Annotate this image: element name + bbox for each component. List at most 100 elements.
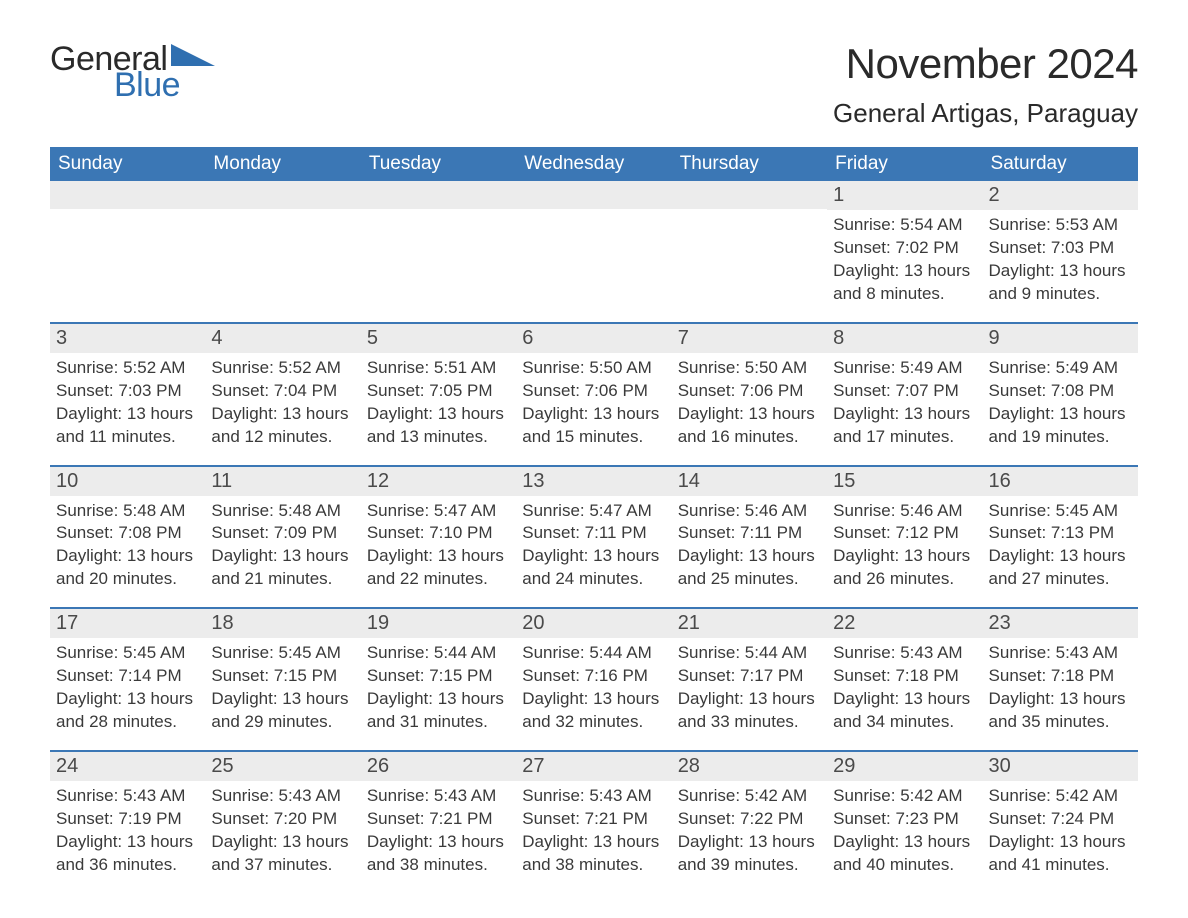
daylight-text: Daylight: 13 hours and 13 minutes.	[367, 403, 510, 449]
calendar-day	[50, 181, 205, 322]
sunset-text: Sunset: 7:11 PM	[522, 522, 665, 545]
sunset-text: Sunset: 7:10 PM	[367, 522, 510, 545]
day-number: 26	[361, 752, 516, 781]
day-number: 11	[205, 467, 360, 496]
day-number	[672, 181, 827, 209]
daylight-text: Daylight: 13 hours and 40 minutes.	[833, 831, 976, 877]
day-details: Sunrise: 5:50 AMSunset: 7:06 PMDaylight:…	[672, 353, 827, 465]
calendar-day	[361, 181, 516, 322]
sunrise-text: Sunrise: 5:42 AM	[833, 785, 976, 808]
day-details: Sunrise: 5:43 AMSunset: 7:18 PMDaylight:…	[983, 638, 1138, 750]
location-subtitle: General Artigas, Paraguay	[833, 98, 1138, 129]
day-number	[516, 181, 671, 209]
sunrise-text: Sunrise: 5:45 AM	[211, 642, 354, 665]
daylight-text: Daylight: 13 hours and 15 minutes.	[522, 403, 665, 449]
dow-cell: Monday	[205, 147, 360, 181]
sunrise-text: Sunrise: 5:42 AM	[678, 785, 821, 808]
calendar-day: 24Sunrise: 5:43 AMSunset: 7:19 PMDayligh…	[50, 752, 205, 893]
daylight-text: Daylight: 13 hours and 24 minutes.	[522, 545, 665, 591]
day-number: 12	[361, 467, 516, 496]
day-details: Sunrise: 5:42 AMSunset: 7:23 PMDaylight:…	[827, 781, 982, 893]
month-title: November 2024	[833, 40, 1138, 88]
day-details: Sunrise: 5:52 AMSunset: 7:03 PMDaylight:…	[50, 353, 205, 465]
dow-cell: Wednesday	[516, 147, 671, 181]
sunrise-text: Sunrise: 5:51 AM	[367, 357, 510, 380]
sunrise-text: Sunrise: 5:48 AM	[211, 500, 354, 523]
day-number	[361, 181, 516, 209]
sunset-text: Sunset: 7:05 PM	[367, 380, 510, 403]
day-details: Sunrise: 5:45 AMSunset: 7:14 PMDaylight:…	[50, 638, 205, 750]
day-number: 16	[983, 467, 1138, 496]
sunset-text: Sunset: 7:03 PM	[56, 380, 199, 403]
sunrise-text: Sunrise: 5:45 AM	[56, 642, 199, 665]
day-details: Sunrise: 5:47 AMSunset: 7:10 PMDaylight:…	[361, 496, 516, 608]
calendar-day: 1Sunrise: 5:54 AMSunset: 7:02 PMDaylight…	[827, 181, 982, 322]
daylight-text: Daylight: 13 hours and 16 minutes.	[678, 403, 821, 449]
day-number: 9	[983, 324, 1138, 353]
daylight-text: Daylight: 13 hours and 34 minutes.	[833, 688, 976, 734]
day-number	[205, 181, 360, 209]
sunrise-text: Sunrise: 5:52 AM	[211, 357, 354, 380]
calendar-day: 11Sunrise: 5:48 AMSunset: 7:09 PMDayligh…	[205, 467, 360, 608]
sunset-text: Sunset: 7:02 PM	[833, 237, 976, 260]
dow-cell: Saturday	[983, 147, 1138, 181]
daylight-text: Daylight: 13 hours and 12 minutes.	[211, 403, 354, 449]
calendar-day: 3Sunrise: 5:52 AMSunset: 7:03 PMDaylight…	[50, 324, 205, 465]
calendar-day: 6Sunrise: 5:50 AMSunset: 7:06 PMDaylight…	[516, 324, 671, 465]
sunset-text: Sunset: 7:18 PM	[833, 665, 976, 688]
calendar-day: 9Sunrise: 5:49 AMSunset: 7:08 PMDaylight…	[983, 324, 1138, 465]
day-details: Sunrise: 5:45 AMSunset: 7:13 PMDaylight:…	[983, 496, 1138, 608]
calendar-day: 10Sunrise: 5:48 AMSunset: 7:08 PMDayligh…	[50, 467, 205, 608]
calendar-week: 1Sunrise: 5:54 AMSunset: 7:02 PMDaylight…	[50, 181, 1138, 322]
day-number: 29	[827, 752, 982, 781]
day-number: 8	[827, 324, 982, 353]
sunrise-text: Sunrise: 5:52 AM	[56, 357, 199, 380]
daylight-text: Daylight: 13 hours and 38 minutes.	[367, 831, 510, 877]
calendar-day: 22Sunrise: 5:43 AMSunset: 7:18 PMDayligh…	[827, 609, 982, 750]
day-number: 2	[983, 181, 1138, 210]
sunrise-text: Sunrise: 5:46 AM	[833, 500, 976, 523]
sunset-text: Sunset: 7:22 PM	[678, 808, 821, 831]
day-details: Sunrise: 5:43 AMSunset: 7:20 PMDaylight:…	[205, 781, 360, 893]
calendar-day	[205, 181, 360, 322]
sunset-text: Sunset: 7:09 PM	[211, 522, 354, 545]
calendar-week: 17Sunrise: 5:45 AMSunset: 7:14 PMDayligh…	[50, 607, 1138, 750]
sunrise-text: Sunrise: 5:49 AM	[833, 357, 976, 380]
daylight-text: Daylight: 13 hours and 29 minutes.	[211, 688, 354, 734]
sunset-text: Sunset: 7:12 PM	[833, 522, 976, 545]
sunset-text: Sunset: 7:13 PM	[989, 522, 1132, 545]
calendar-day: 21Sunrise: 5:44 AMSunset: 7:17 PMDayligh…	[672, 609, 827, 750]
calendar-day: 23Sunrise: 5:43 AMSunset: 7:18 PMDayligh…	[983, 609, 1138, 750]
day-details: Sunrise: 5:42 AMSunset: 7:24 PMDaylight:…	[983, 781, 1138, 893]
sunset-text: Sunset: 7:08 PM	[56, 522, 199, 545]
sunrise-text: Sunrise: 5:47 AM	[367, 500, 510, 523]
day-number: 5	[361, 324, 516, 353]
sunset-text: Sunset: 7:06 PM	[522, 380, 665, 403]
daylight-text: Daylight: 13 hours and 27 minutes.	[989, 545, 1132, 591]
daylight-text: Daylight: 13 hours and 19 minutes.	[989, 403, 1132, 449]
day-number: 14	[672, 467, 827, 496]
sunrise-text: Sunrise: 5:44 AM	[367, 642, 510, 665]
calendar-day: 25Sunrise: 5:43 AMSunset: 7:20 PMDayligh…	[205, 752, 360, 893]
sunrise-text: Sunrise: 5:42 AM	[989, 785, 1132, 808]
day-number: 27	[516, 752, 671, 781]
sunset-text: Sunset: 7:23 PM	[833, 808, 976, 831]
day-number: 18	[205, 609, 360, 638]
day-number: 30	[983, 752, 1138, 781]
day-details: Sunrise: 5:49 AMSunset: 7:07 PMDaylight:…	[827, 353, 982, 465]
sunrise-text: Sunrise: 5:43 AM	[367, 785, 510, 808]
day-details: Sunrise: 5:43 AMSunset: 7:21 PMDaylight:…	[516, 781, 671, 893]
day-number: 1	[827, 181, 982, 210]
day-details: Sunrise: 5:50 AMSunset: 7:06 PMDaylight:…	[516, 353, 671, 465]
day-number	[50, 181, 205, 209]
sunset-text: Sunset: 7:11 PM	[678, 522, 821, 545]
day-of-week-header: SundayMondayTuesdayWednesdayThursdayFrid…	[50, 147, 1138, 181]
sunrise-text: Sunrise: 5:49 AM	[989, 357, 1132, 380]
dow-cell: Sunday	[50, 147, 205, 181]
daylight-text: Daylight: 13 hours and 20 minutes.	[56, 545, 199, 591]
sunset-text: Sunset: 7:21 PM	[367, 808, 510, 831]
header: General Blue November 2024 General Artig…	[50, 40, 1138, 129]
day-number: 20	[516, 609, 671, 638]
daylight-text: Daylight: 13 hours and 22 minutes.	[367, 545, 510, 591]
day-number: 28	[672, 752, 827, 781]
